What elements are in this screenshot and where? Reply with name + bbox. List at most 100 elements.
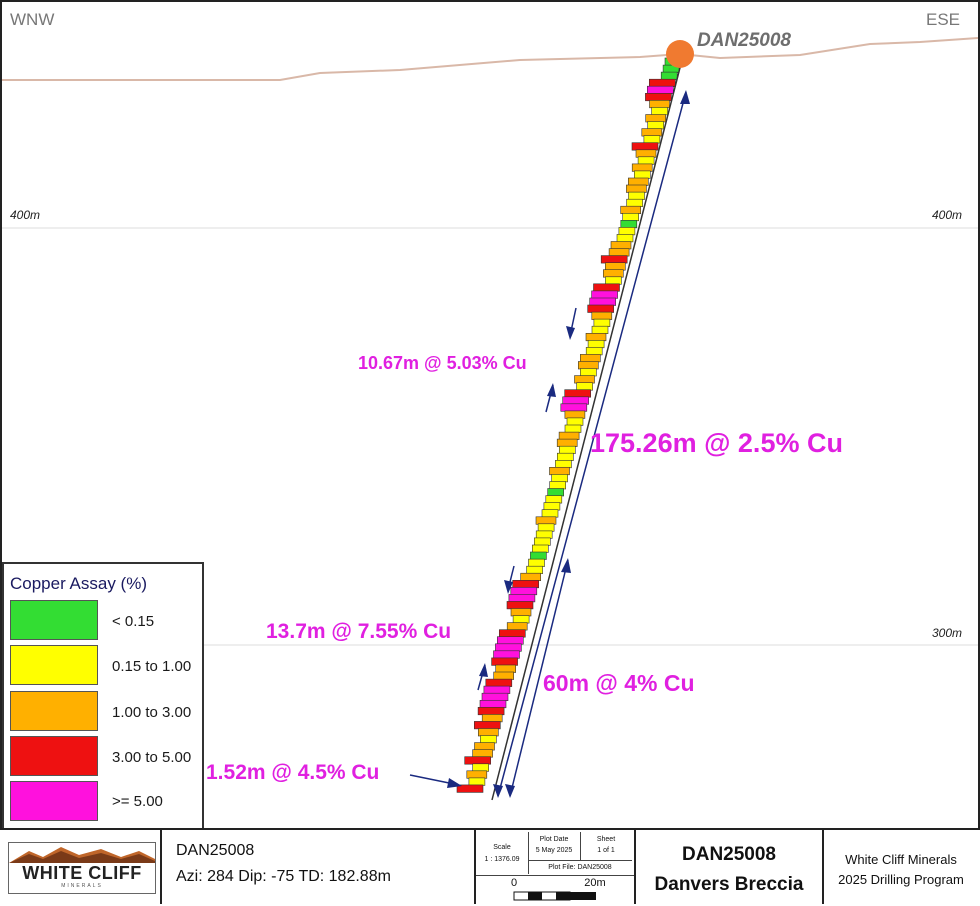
assay-interval xyxy=(558,431,580,440)
assay-interval xyxy=(645,114,667,123)
collar-marker xyxy=(666,40,694,68)
scale-value: 1 : 1376.09 xyxy=(484,856,520,863)
assay-interval xyxy=(576,382,593,391)
assay-interval xyxy=(556,438,578,447)
assay-interval xyxy=(585,347,603,356)
topography-line xyxy=(2,37,979,81)
assay-interval xyxy=(591,311,613,320)
assay-interval xyxy=(474,742,495,751)
legend-swatch-lt-0-15 xyxy=(10,600,98,640)
hole-id: DAN25008 xyxy=(176,842,255,859)
scale-label: Scale xyxy=(493,844,511,851)
assay-interval xyxy=(600,255,628,264)
logo-cell: WHITE CLIFF MINERALS xyxy=(0,830,162,904)
assay-interval xyxy=(564,424,582,433)
assay-interval xyxy=(627,177,649,186)
assay-interval xyxy=(626,184,647,193)
assay-interval xyxy=(464,756,492,765)
assay-interval xyxy=(496,636,524,645)
bottom-intercept-arrow xyxy=(447,778,462,788)
project-hole-id: DAN25008 xyxy=(682,844,776,865)
assay-interval xyxy=(526,565,543,575)
assay-interval xyxy=(660,71,678,80)
title-block: WHITE CLIFF MINERALS DAN25008 Azi: 284 D… xyxy=(0,828,980,906)
assay-interval xyxy=(473,721,501,730)
assay-interval xyxy=(633,170,651,179)
assay-interval xyxy=(512,579,540,589)
assay-interval xyxy=(566,417,584,426)
assay-interval xyxy=(556,452,574,462)
assay-interval xyxy=(587,339,605,349)
assay-interval xyxy=(602,269,624,278)
assay-interval xyxy=(555,459,572,469)
assay-interval xyxy=(528,558,545,567)
lower-13m-arrow-bottom xyxy=(479,663,488,677)
hole-parameters: Azi: 284 Dip: -75 TD: 182.88m xyxy=(176,868,391,885)
assay-interval xyxy=(535,516,557,525)
assay-interval xyxy=(541,509,559,518)
assay-interval xyxy=(551,474,568,483)
upper-intercept-label: 10.67m @ 5.03% Cu xyxy=(358,353,527,373)
legend-swatch-1-to-3 xyxy=(10,691,98,731)
lower-60m-intercept-label: 60m @ 4% Cu xyxy=(543,670,695,696)
assay-interval xyxy=(649,100,670,109)
legend: Copper Assay (%) < 0.15 0.15 to 1.00 1.0… xyxy=(2,562,204,832)
assay-interval xyxy=(537,523,555,532)
assay-interval xyxy=(628,191,645,200)
assay-interval xyxy=(610,241,632,250)
assay-interval xyxy=(560,403,588,412)
assay-interval xyxy=(506,601,534,610)
upper-intercept-arrow-top xyxy=(566,326,575,340)
assay-interval xyxy=(480,735,497,744)
assay-interval xyxy=(579,354,601,363)
assay-interval xyxy=(495,664,517,673)
assay-interval xyxy=(506,622,528,631)
assay-interval xyxy=(481,692,509,702)
legend-label-gte-5: >= 5.00 xyxy=(112,793,163,810)
assay-interval xyxy=(622,213,640,222)
assay-interval xyxy=(593,318,611,327)
lower-60m-arrow-top xyxy=(561,558,571,573)
assay-interval xyxy=(508,594,536,603)
legend-swatch-0-15-to-1 xyxy=(10,645,98,685)
assay-interval xyxy=(510,586,538,596)
assay-interval xyxy=(485,678,513,687)
assay-interval xyxy=(577,361,599,370)
assay-interval xyxy=(520,572,542,582)
lower-13m-intercept-label: 13.7m @ 7.55% Cu xyxy=(266,620,452,643)
assay-interval xyxy=(456,784,484,793)
assay-interval xyxy=(646,85,674,94)
drill-hole-trace xyxy=(491,59,683,801)
direction-ese: ESE xyxy=(926,10,961,29)
assay-interval xyxy=(618,227,636,236)
plot-info-box: Scale 1 : 1376.09 Plot Date 5 May 2025 S… xyxy=(476,832,632,876)
assay-interval xyxy=(608,248,630,257)
cross-section-plot xyxy=(2,37,979,801)
assay-interval xyxy=(498,629,526,638)
plot-info-cell xyxy=(474,830,636,904)
assay-interval xyxy=(558,445,576,455)
assay-interval xyxy=(587,304,615,313)
company-logo: WHITE CLIFF MINERALS xyxy=(8,842,156,894)
assay-interval xyxy=(549,481,567,490)
main-intercept-arrow-bottom xyxy=(493,784,503,798)
assay-interval xyxy=(620,205,642,214)
assay-interval xyxy=(547,488,565,497)
plot-date-value: 5 May 2025 xyxy=(535,847,573,854)
assay-interval xyxy=(589,297,617,306)
assay-interval xyxy=(535,530,553,539)
logo-subtext: MINERALS xyxy=(61,883,103,889)
logo-text: WHITE CLIFF xyxy=(22,863,142,883)
assay-interval xyxy=(647,121,665,130)
company-name: White Cliff Minerals xyxy=(845,852,957,867)
assay-interval xyxy=(468,777,486,786)
legend-label-1-to-3: 1.00 to 3.00 xyxy=(112,704,192,721)
assay-interval xyxy=(530,551,547,560)
assay-interval xyxy=(651,107,668,116)
legend-label-0-15-to-1: 0.15 to 1.00 xyxy=(112,658,192,675)
sheet-label: Sheet xyxy=(596,836,616,843)
assay-interval xyxy=(574,375,595,384)
assay-interval xyxy=(510,608,532,617)
hole-info-cell xyxy=(160,830,476,904)
assay-interval xyxy=(641,128,663,137)
